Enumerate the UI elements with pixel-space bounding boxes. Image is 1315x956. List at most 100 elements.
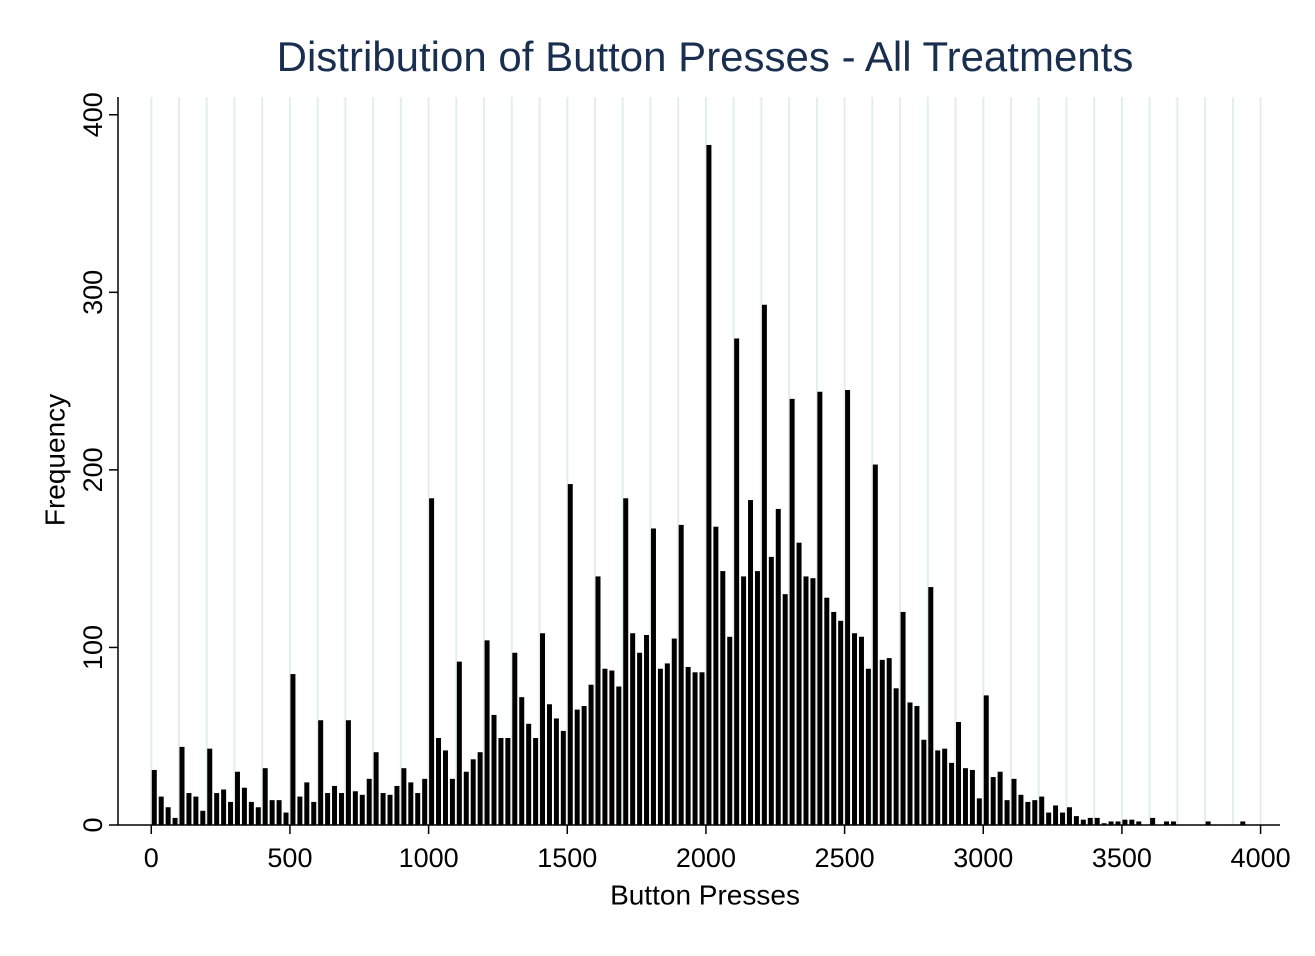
- bar: [1080, 819, 1086, 825]
- bar: [768, 556, 774, 825]
- bar: [463, 771, 469, 825]
- bar: [588, 684, 594, 825]
- bar: [526, 723, 532, 825]
- x-tick-label: 2000: [676, 843, 736, 873]
- bar: [997, 771, 1003, 825]
- bar: [269, 800, 275, 825]
- bar: [678, 524, 684, 825]
- bar: [505, 737, 511, 825]
- bar: [1025, 801, 1031, 825]
- bar: [935, 750, 941, 825]
- bar: [540, 633, 546, 825]
- bar: [1164, 821, 1170, 825]
- bar: [949, 762, 955, 825]
- bar: [498, 737, 504, 825]
- bar: [928, 587, 934, 825]
- bar: [560, 730, 566, 825]
- bar: [879, 659, 885, 825]
- bar: [699, 672, 705, 825]
- bar: [436, 737, 442, 825]
- bar: [990, 777, 996, 825]
- bar: [429, 498, 435, 825]
- bar: [415, 793, 421, 825]
- bar: [158, 796, 164, 825]
- bar: [650, 528, 656, 825]
- bar: [1060, 812, 1066, 825]
- chart-title: Distribution of Button Presses - All Tre…: [277, 33, 1134, 80]
- bar: [255, 807, 261, 825]
- bar: [858, 636, 864, 825]
- bar: [637, 652, 643, 825]
- bar: [1129, 819, 1135, 825]
- bar: [713, 526, 719, 825]
- bar: [1073, 816, 1079, 825]
- bar: [1094, 817, 1100, 825]
- bar: [318, 720, 324, 825]
- x-tick-label: 4000: [1231, 843, 1291, 873]
- bar: [956, 722, 962, 825]
- bar: [664, 663, 670, 825]
- bar: [581, 706, 587, 825]
- bar: [685, 666, 691, 825]
- bar: [442, 750, 448, 825]
- bar: [595, 576, 601, 825]
- bar: [380, 793, 386, 825]
- bar: [200, 810, 206, 825]
- bar: [706, 144, 712, 825]
- y-tick-label: 300: [78, 270, 108, 315]
- bar: [692, 672, 698, 825]
- bar: [422, 778, 428, 825]
- bar: [810, 578, 816, 825]
- bar: [761, 304, 767, 825]
- bar: [623, 498, 629, 825]
- bar: [1039, 796, 1045, 825]
- bar: [1046, 812, 1052, 825]
- bar: [290, 674, 296, 825]
- y-tick-label: 0: [78, 817, 108, 832]
- bar: [352, 791, 358, 825]
- bar: [408, 782, 414, 825]
- bar: [796, 542, 802, 825]
- bar: [893, 688, 899, 825]
- bar: [262, 768, 268, 825]
- bar: [872, 464, 878, 825]
- bar: [359, 794, 365, 825]
- bar: [886, 658, 892, 825]
- bar: [727, 636, 733, 825]
- x-tick-label: 500: [267, 843, 312, 873]
- bar: [387, 794, 393, 825]
- bar: [567, 484, 573, 825]
- bar: [845, 389, 851, 825]
- bar: [574, 709, 580, 825]
- bar: [546, 704, 552, 825]
- bar: [234, 771, 240, 825]
- bar: [644, 635, 650, 825]
- bar: [345, 720, 351, 825]
- y-tick-label: 200: [78, 447, 108, 492]
- bar: [824, 597, 830, 825]
- bar: [1032, 800, 1038, 825]
- bar: [553, 718, 559, 825]
- bar: [1004, 800, 1010, 825]
- bar: [165, 807, 171, 825]
- bar: [1150, 817, 1156, 825]
- bar: [1087, 817, 1093, 825]
- bar: [831, 611, 837, 825]
- bar: [1240, 821, 1246, 825]
- x-tick-label: 3000: [953, 843, 1013, 873]
- bar: [602, 668, 608, 825]
- bar: [1205, 821, 1211, 825]
- bar: [338, 793, 344, 825]
- bar: [484, 640, 490, 825]
- bar: [276, 800, 282, 825]
- bar: [456, 661, 462, 825]
- bar: [311, 801, 317, 825]
- bar: [207, 748, 213, 825]
- bar: [214, 793, 220, 825]
- bar: [193, 796, 199, 825]
- bar: [789, 398, 795, 825]
- bar: [172, 817, 178, 825]
- y-tick-label: 400: [78, 92, 108, 137]
- bar: [470, 759, 476, 825]
